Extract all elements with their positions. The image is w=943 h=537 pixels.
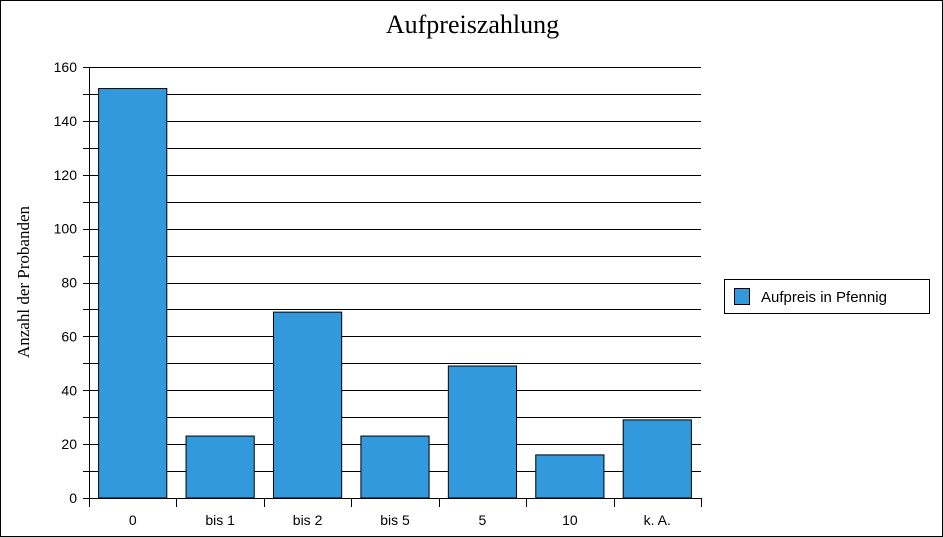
y-tick-label: 80 xyxy=(61,275,77,291)
x-tick-label: bis 2 xyxy=(293,512,323,528)
bar xyxy=(447,365,518,499)
y-tick-label: 40 xyxy=(61,382,77,398)
bar xyxy=(535,454,605,499)
bar xyxy=(98,88,168,499)
bar xyxy=(272,311,343,499)
bar xyxy=(622,419,692,499)
bar xyxy=(360,435,430,499)
x-tick-label: bis 1 xyxy=(205,512,235,528)
x-tick-label: k. A. xyxy=(644,512,671,528)
y-tick-label: 100 xyxy=(54,221,78,237)
x-tick-label: bis 5 xyxy=(380,512,410,528)
y-tick-label: 20 xyxy=(61,436,77,452)
y-tick-label: 0 xyxy=(69,490,77,506)
x-tick-label: 5 xyxy=(479,512,487,528)
legend: Aufpreis in Pfennig xyxy=(724,279,930,314)
x-tick-label: 0 xyxy=(129,512,137,528)
y-tick-label: 160 xyxy=(54,59,78,75)
y-tick-label: 120 xyxy=(54,167,78,183)
y-tick-label: 140 xyxy=(54,113,78,129)
legend-series-name: Aufpreis in Pfennig xyxy=(761,289,887,306)
chart-title: Aufpreiszahlung xyxy=(385,10,560,39)
bar xyxy=(185,435,255,499)
legend-swatch xyxy=(734,288,750,305)
y-tick-label: 60 xyxy=(61,328,77,344)
x-tick-label: 10 xyxy=(562,512,578,528)
